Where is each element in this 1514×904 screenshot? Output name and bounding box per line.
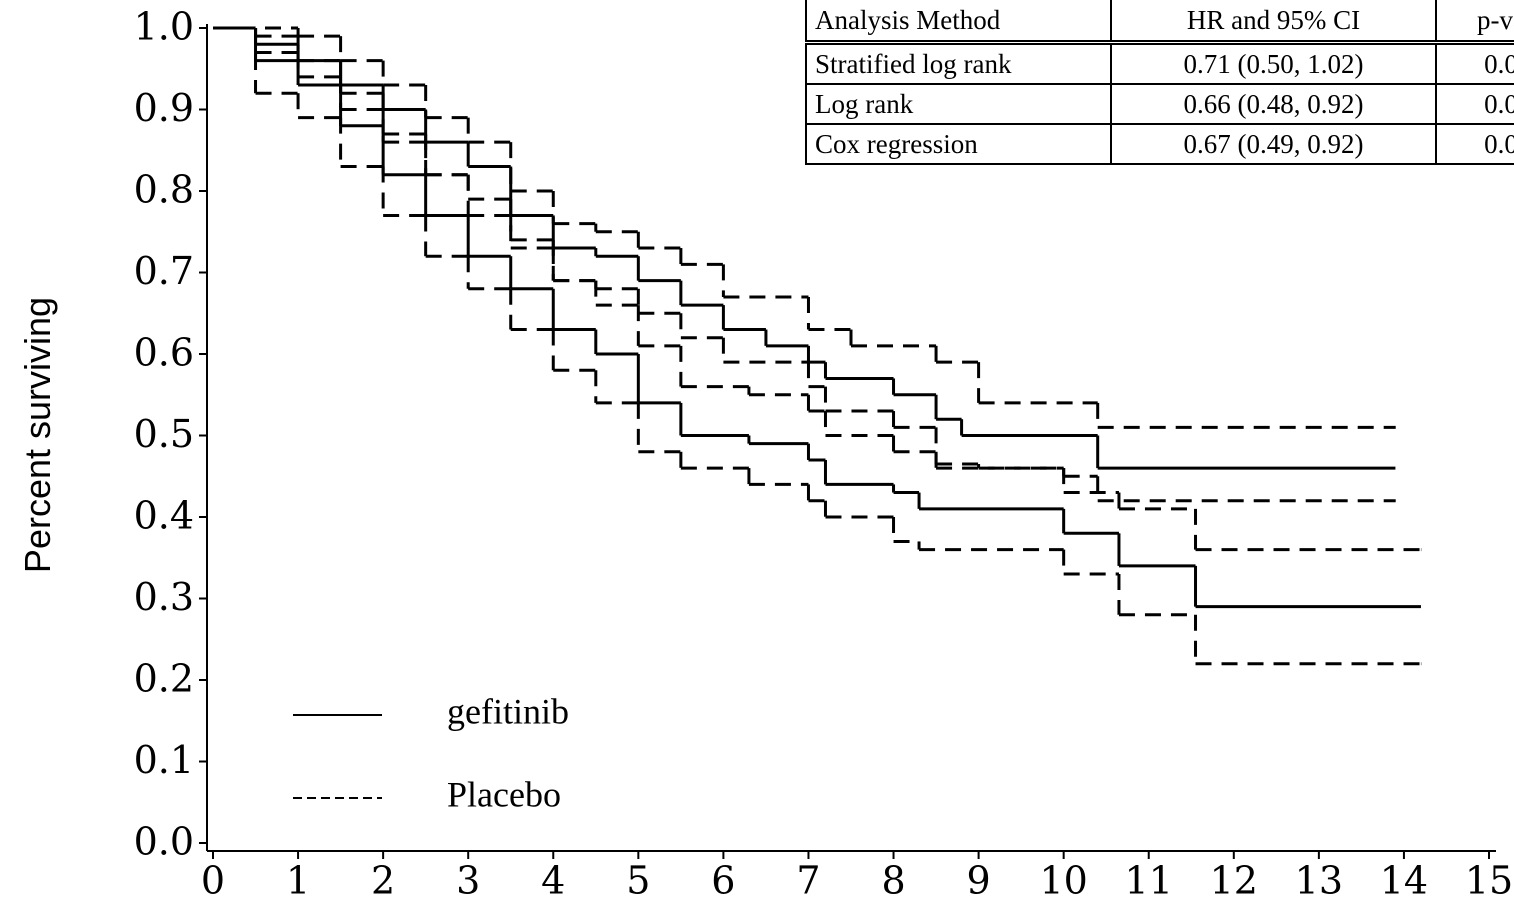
x-tick-label: 9 bbox=[967, 859, 991, 903]
y-tick-label: 0.5 bbox=[134, 412, 194, 456]
y-tick-label: 0.9 bbox=[134, 86, 194, 130]
x-tick-label: 8 bbox=[881, 859, 905, 903]
x-tick-label: 12 bbox=[1210, 859, 1258, 903]
table-cell: 0.0 bbox=[1435, 83, 1514, 125]
y-tick-label: 1.0 bbox=[134, 5, 194, 49]
table-cell: 0.66 (0.48, 0.92) bbox=[1110, 83, 1437, 125]
x-tick-label: 1 bbox=[286, 859, 310, 903]
x-tick-label: 14 bbox=[1380, 859, 1428, 903]
table-cell: p-va bbox=[1435, 0, 1514, 45]
table-cell: HR and 95% CI bbox=[1110, 0, 1437, 45]
x-tick-label: 5 bbox=[626, 859, 650, 903]
table-cell: 0.71 (0.50, 1.02) bbox=[1110, 41, 1437, 85]
y-tick-label: 0.3 bbox=[134, 575, 194, 619]
x-tick-label: 3 bbox=[456, 859, 480, 903]
x-tick-label: 2 bbox=[371, 859, 395, 903]
y-tick-label: 0.4 bbox=[134, 494, 194, 538]
x-tick-label: 11 bbox=[1125, 859, 1173, 903]
table-cell: Stratified log rank bbox=[805, 41, 1112, 85]
x-tick-label: 0 bbox=[201, 859, 225, 903]
table-cell: Log rank bbox=[805, 83, 1112, 125]
y-tick-label: 0.7 bbox=[134, 249, 194, 293]
table-cell: Analysis Method bbox=[805, 0, 1112, 45]
y-axis-label: Percent surviving bbox=[17, 297, 58, 573]
y-tick-label: 0.1 bbox=[134, 738, 194, 782]
x-tick-label: 7 bbox=[796, 859, 820, 903]
y-tick-label: 0.6 bbox=[134, 331, 194, 375]
x-tick-label: 6 bbox=[711, 859, 735, 903]
y-tick-label: 0.8 bbox=[134, 168, 194, 212]
legend-label: Placebo bbox=[447, 774, 561, 814]
x-tick-label: 15 bbox=[1465, 859, 1513, 903]
y-tick-label: 0.0 bbox=[134, 820, 194, 864]
table-cell: 0.0 bbox=[1435, 123, 1514, 165]
table-cell: 0.67 (0.49, 0.92) bbox=[1110, 123, 1437, 165]
legend-label: gefitinib bbox=[447, 691, 569, 731]
x-tick-label: 4 bbox=[541, 859, 565, 903]
x-tick-label: 13 bbox=[1295, 859, 1343, 903]
x-tick-label: 10 bbox=[1039, 859, 1087, 903]
table-cell: 0.0 bbox=[1435, 41, 1514, 85]
y-tick-label: 0.2 bbox=[134, 657, 194, 701]
table-cell: Cox regression bbox=[805, 123, 1112, 165]
